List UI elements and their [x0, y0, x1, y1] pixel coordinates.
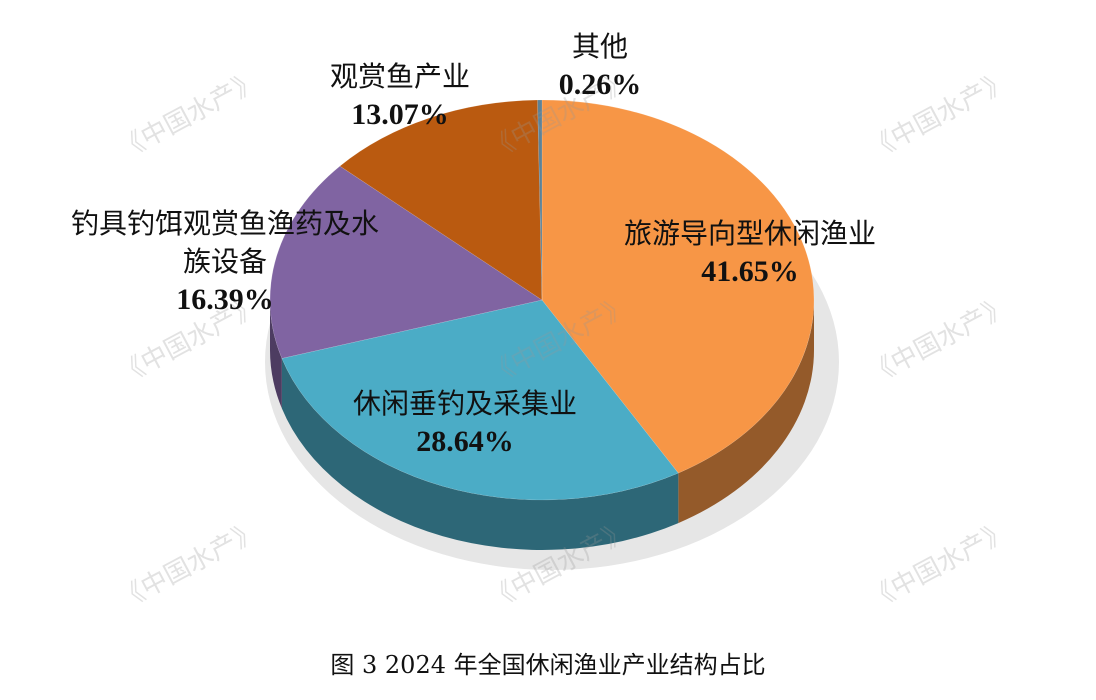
category-label: 旅游导向型休闲渔业 [623, 217, 876, 250]
value-label: 0.26% [558, 68, 642, 101]
category-label: 其他 [571, 30, 628, 63]
slice-side [281, 358, 679, 550]
value-label: 28.64% [416, 425, 514, 458]
slice [269, 165, 543, 359]
slice [541, 99, 815, 474]
value-label: 41.65% [701, 255, 799, 288]
slice [281, 299, 679, 501]
value-label: 13.07% [351, 98, 449, 131]
slice [339, 99, 543, 301]
slice-label: 休闲垂钓及采集业 28.64% [305, 385, 625, 461]
value-label: 16.39% [176, 283, 274, 316]
slice-label: 旅游导向型休闲渔业 41.65% [580, 215, 920, 291]
category-label: 钓具钓饵观赏鱼渔药及水族设备 [70, 207, 379, 278]
slice [537, 99, 543, 301]
caption: 图 3 2024 年全国休闲渔业产业结构占比 [330, 651, 766, 679]
slice-side [678, 300, 814, 524]
slice-side [270, 300, 282, 409]
slice-label: 其他 0.26% [540, 28, 660, 104]
category-label: 观赏鱼产业 [329, 60, 470, 93]
category-label: 休闲垂钓及采集业 [352, 387, 577, 420]
slice-label: 钓具钓饵观赏鱼渔药及水族设备 16.39% [65, 205, 385, 319]
slice-label: 观赏鱼产业 13.07% [290, 58, 510, 134]
